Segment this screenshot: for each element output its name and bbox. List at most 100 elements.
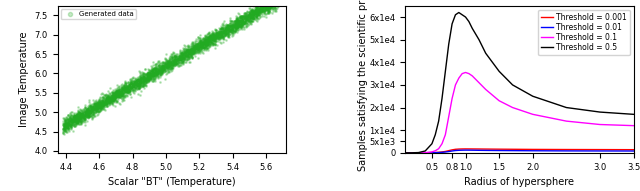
Generated data [252, 11, 262, 14]
Generated data [225, 25, 235, 28]
Threshold = 0.5 [509, 84, 516, 86]
Generated data [82, 110, 92, 113]
Generated data [88, 105, 98, 108]
Generated data [260, 7, 270, 10]
Generated data [269, 1, 280, 4]
Generated data [156, 71, 166, 74]
Generated data [60, 127, 70, 130]
Generated data [216, 32, 226, 35]
Generated data [240, 22, 250, 25]
Generated data [249, 9, 259, 12]
Generated data [135, 80, 145, 83]
Generated data [116, 88, 127, 91]
Generated data [130, 88, 140, 91]
Generated data [136, 82, 147, 85]
Generated data [246, 19, 257, 22]
Generated data [227, 30, 237, 33]
Generated data [99, 98, 109, 101]
Generated data [106, 95, 116, 98]
Generated data [193, 44, 204, 47]
Generated data [63, 127, 73, 130]
Generated data [74, 117, 84, 120]
Generated data [184, 49, 194, 52]
Threshold = 0.01 [442, 151, 449, 153]
Generated data [135, 81, 145, 84]
Generated data [263, 1, 273, 4]
Generated data [192, 45, 202, 49]
Generated data [198, 46, 209, 49]
Generated data [183, 45, 193, 48]
Generated data [148, 61, 158, 64]
Generated data [267, 3, 277, 6]
Generated data [213, 37, 223, 40]
Generated data [75, 116, 85, 119]
Generated data [243, 16, 253, 19]
Generated data [81, 112, 92, 115]
Generated data [90, 108, 100, 111]
Generated data [161, 65, 171, 68]
Generated data [65, 128, 76, 131]
Generated data [259, 3, 269, 6]
Generated data [183, 54, 193, 57]
Generated data [200, 45, 211, 49]
Generated data [191, 49, 202, 52]
Generated data [274, 0, 284, 3]
Generated data [169, 59, 179, 62]
Generated data [165, 61, 175, 64]
Generated data [271, 0, 281, 2]
Generated data [164, 61, 175, 64]
Generated data [195, 42, 205, 45]
Generated data [162, 66, 172, 69]
Generated data [113, 95, 124, 98]
Generated data [189, 46, 199, 49]
Generated data [90, 106, 100, 109]
Generated data [139, 79, 149, 82]
Generated data [87, 106, 97, 109]
Generated data [142, 74, 152, 78]
Generated data [75, 112, 85, 115]
Generated data [262, 0, 272, 3]
Generated data [97, 91, 108, 94]
Generated data [65, 125, 75, 128]
Generated data [148, 77, 158, 80]
Generated data [99, 99, 109, 102]
Generated data [134, 79, 145, 83]
Generated data [230, 25, 241, 28]
Generated data [260, 8, 271, 11]
Generated data [143, 72, 153, 75]
Generated data [152, 73, 162, 76]
Generated data [72, 120, 83, 123]
Generated data [223, 27, 234, 30]
Generated data [244, 20, 255, 23]
Generated data [167, 69, 177, 72]
Generated data [193, 48, 203, 51]
Generated data [223, 24, 234, 27]
Generated data [125, 83, 135, 87]
Generated data [196, 44, 206, 47]
Generated data [133, 78, 143, 81]
Generated data [221, 30, 231, 33]
Generated data [218, 36, 228, 39]
Generated data [143, 67, 154, 70]
Generated data [175, 57, 186, 61]
Generated data [151, 70, 161, 73]
Generated data [203, 32, 213, 35]
Generated data [74, 106, 84, 109]
Generated data [74, 112, 84, 115]
Generated data [64, 124, 74, 127]
Generated data [194, 45, 204, 49]
Generated data [61, 129, 71, 132]
Generated data [164, 58, 174, 61]
Generated data [155, 66, 165, 69]
Generated data [110, 99, 120, 102]
Generated data [159, 69, 170, 72]
Generated data [133, 82, 143, 85]
Generated data [201, 41, 211, 44]
Generated data [116, 87, 127, 90]
Generated data [179, 52, 189, 55]
Generated data [144, 69, 154, 72]
Generated data [240, 22, 250, 25]
Generated data [114, 90, 124, 93]
Generated data [267, 2, 277, 5]
Generated data [220, 26, 230, 29]
